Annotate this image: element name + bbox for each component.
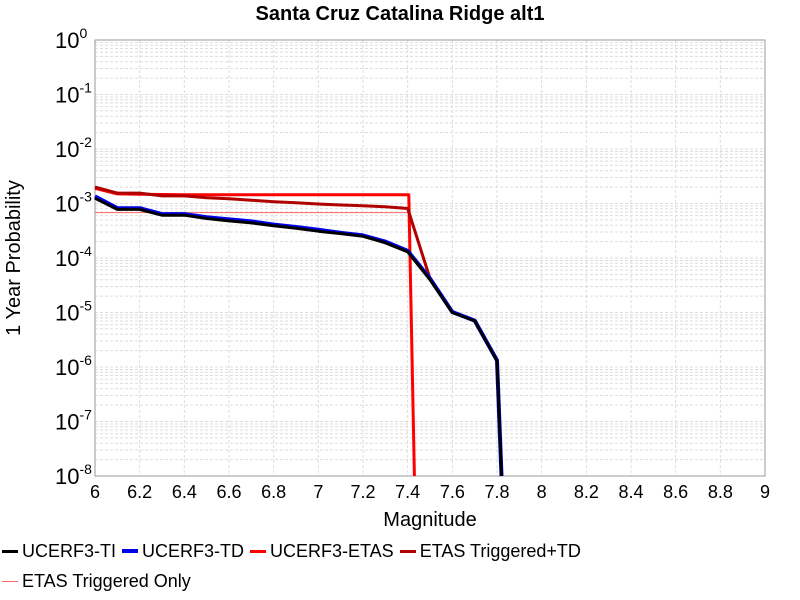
legend-label: UCERF3-TD (142, 540, 244, 561)
series-layer (94, 185, 504, 477)
legend-label: UCERF3-ETAS (270, 540, 394, 561)
y-tick-label: 10-4 (55, 243, 92, 271)
legend-item-ucerf3-td: UCERF3-TD (120, 541, 244, 562)
x-tick-label: 8.6 (663, 482, 688, 502)
legend: UCERF3-TI UCERF3-TD UCERF3-ETAS ETAS Tri… (0, 536, 800, 600)
y-tick-label: 10-3 (55, 189, 92, 217)
y-tick-label: 10-6 (55, 352, 92, 380)
chart: Santa Cruz Catalina Ridge alt1 6 6.2 6.4 6.… (3, 3, 770, 531)
x-tick-labels: 6 6.2 6.4 6.6 6.8 7 7.2 7.4 7.6 7.8 8 8.2 8.4 8.6 8.8 9 (90, 482, 770, 502)
x-tick-label: 7.4 (395, 482, 420, 502)
y-axis-label: 1 Year Probability (3, 180, 25, 336)
legend-swatch (250, 549, 266, 553)
y-tick-label: 100 (55, 25, 87, 53)
x-tick-label: 8 (537, 482, 547, 502)
plot-frame (94, 39, 766, 477)
legend-label: UCERF3-TI (22, 540, 116, 561)
x-tick-label: 7.2 (350, 482, 375, 502)
legend-item-ucerf3-ti: UCERF3-TI (0, 541, 116, 562)
x-tick-label: 7.6 (440, 482, 465, 502)
x-tick-label: 8.2 (574, 482, 599, 502)
x-tick-label: 6.8 (261, 482, 286, 502)
x-axis-label: Magnitude (383, 509, 476, 531)
y-tick-label: 10-7 (55, 407, 92, 435)
x-tick-label: 7 (313, 482, 323, 502)
x-tick-label: 6.2 (127, 482, 152, 502)
y-tick-labels: 100 10-1 10-2 10-3 10-4 10-5 10-6 10-7 10-8 (55, 25, 92, 489)
y-tick-label: 10-2 (55, 134, 92, 162)
legend-label: ETAS Triggered+TD (419, 540, 581, 561)
x-tick-label: 6 (90, 482, 100, 502)
grid (94, 40, 766, 477)
legend-swatch (399, 549, 416, 553)
y-tick-label: 10-5 (55, 298, 92, 326)
series-line-ucerf3-etas (94, 186, 416, 477)
legend-label: ETAS Triggered Only (22, 570, 191, 591)
legend-swatch (2, 549, 18, 553)
x-tick-label: 7.8 (484, 482, 509, 502)
chart-title: Santa Cruz Catalina Ridge alt1 (256, 3, 545, 25)
x-tick-label: 9 (760, 482, 770, 502)
y-tick-label: 10-8 (55, 461, 92, 489)
legend-swatch (122, 549, 138, 553)
legend-row: ETAS Triggered Only (0, 566, 800, 596)
legend-item-ucerf3-etas: UCERF3-ETAS (248, 541, 394, 562)
legend-item-etas-triggered-td: ETAS Triggered+TD (398, 541, 581, 562)
x-tick-label: 8.4 (618, 482, 643, 502)
x-tick-label: 6.4 (172, 482, 197, 502)
y-tick-label: 10-1 (55, 80, 92, 108)
series-line-etas-triggered-td (94, 185, 503, 477)
series-line-ucerf3-ti (94, 196, 503, 477)
legend-row: UCERF3-TI UCERF3-TD UCERF3-ETAS ETAS Tri… (0, 536, 800, 566)
x-tick-label: 6.6 (216, 482, 241, 502)
x-tick-label: 8.8 (708, 482, 733, 502)
legend-item-etas-triggered-only: ETAS Triggered Only (0, 571, 191, 592)
legend-swatch (2, 580, 18, 582)
